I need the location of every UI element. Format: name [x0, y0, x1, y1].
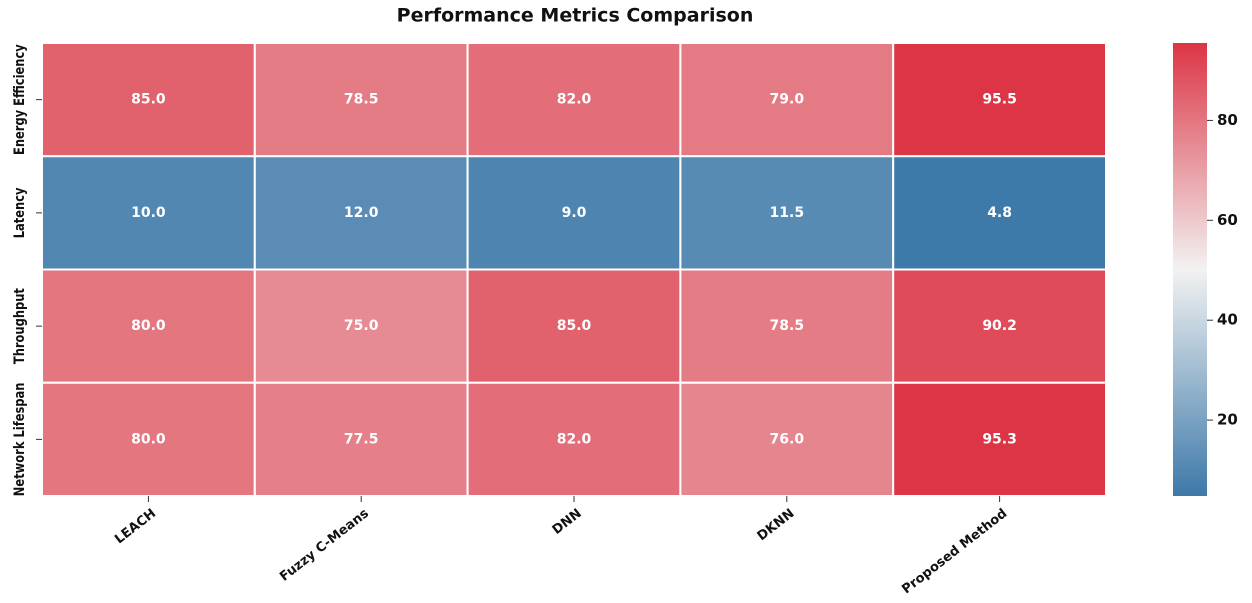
cell-label: 79.0 — [770, 92, 805, 108]
heatmap-cell — [253, 42, 469, 158]
heatmap-cell — [892, 42, 1108, 158]
cell-label: 12.0 — [344, 205, 379, 221]
cell-label: 76.0 — [770, 431, 805, 447]
colorbar-tick-label: 20 — [1217, 411, 1238, 429]
heatmap-cell — [679, 268, 895, 384]
heatmap-cell — [466, 42, 682, 158]
colorbar — [1173, 43, 1207, 496]
y-tick-label: Energy Efficiency — [12, 44, 28, 155]
heatmap-cell — [892, 381, 1108, 497]
cell-label: 82.0 — [557, 92, 592, 108]
cell-label: 95.5 — [982, 92, 1017, 108]
cell-label: 82.0 — [557, 431, 592, 447]
cell-label: 80.0 — [131, 431, 166, 447]
cell-label: 11.5 — [770, 205, 805, 221]
heatmap-cell — [41, 155, 256, 271]
heatmap-cell — [679, 42, 895, 158]
x-tick-label: DKNN — [755, 506, 798, 544]
colorbar-tick-label: 40 — [1217, 311, 1238, 329]
heatmap-cell — [466, 155, 682, 271]
cell-label: 9.0 — [562, 205, 587, 221]
heatmap-cell — [41, 42, 256, 158]
cell-label: 4.8 — [987, 205, 1012, 221]
chart-title: Performance Metrics Comparison — [397, 5, 754, 27]
heatmap-cell — [466, 381, 682, 497]
cell-label: 78.5 — [770, 318, 805, 334]
heatmap-cell — [679, 381, 895, 497]
x-tick-label: Proposed Method — [899, 506, 1010, 597]
cell-label: 85.0 — [131, 92, 166, 108]
cell-label: 80.0 — [131, 318, 166, 334]
x-tick-label: Fuzzy C-Means — [277, 506, 372, 585]
cell-label: 90.2 — [982, 318, 1017, 334]
heatmap-cell — [892, 268, 1108, 384]
cell-label: 10.0 — [131, 205, 166, 221]
cell-label: 77.5 — [344, 431, 379, 447]
heatmap-cell — [892, 155, 1108, 271]
x-tick-label: DNN — [550, 506, 585, 538]
heatmap-cell — [466, 268, 682, 384]
cell-label: 95.3 — [982, 431, 1017, 447]
cell-label: 78.5 — [344, 92, 379, 108]
x-tick-label: LEACH — [112, 506, 159, 547]
heatmap-cell — [253, 268, 469, 384]
y-tick-label: Latency — [12, 187, 28, 238]
y-tick-label: Network Lifespan — [12, 383, 28, 497]
heatmap-cell — [253, 381, 469, 497]
cell-label: 75.0 — [344, 318, 379, 334]
y-tick-label: Throughput — [12, 288, 28, 364]
colorbar-tick-label: 60 — [1217, 211, 1238, 229]
cell-label: 85.0 — [557, 318, 592, 334]
colorbar-tick-label: 80 — [1217, 111, 1238, 129]
